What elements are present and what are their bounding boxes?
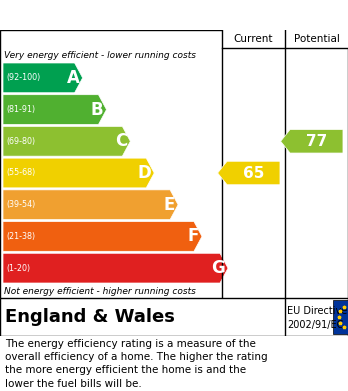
Text: Current: Current bbox=[234, 34, 273, 44]
Text: (55-68): (55-68) bbox=[6, 169, 35, 178]
Text: 2002/91/EC: 2002/91/EC bbox=[287, 320, 343, 330]
Text: 65: 65 bbox=[243, 165, 264, 181]
Text: B: B bbox=[91, 100, 103, 118]
Text: (81-91): (81-91) bbox=[6, 105, 35, 114]
Text: EU Directive: EU Directive bbox=[287, 306, 347, 316]
Text: Potential: Potential bbox=[294, 34, 339, 44]
Text: England & Wales: England & Wales bbox=[5, 308, 175, 326]
Polygon shape bbox=[3, 95, 106, 124]
Polygon shape bbox=[3, 222, 202, 251]
Text: (92-100): (92-100) bbox=[6, 74, 40, 83]
Text: F: F bbox=[188, 228, 199, 246]
Polygon shape bbox=[3, 126, 130, 156]
Polygon shape bbox=[3, 63, 82, 93]
Text: (1-20): (1-20) bbox=[6, 264, 30, 273]
Polygon shape bbox=[3, 158, 154, 188]
Text: (39-54): (39-54) bbox=[6, 200, 35, 209]
Text: (21-38): (21-38) bbox=[6, 232, 35, 241]
Text: Energy Efficiency Rating: Energy Efficiency Rating bbox=[10, 7, 220, 23]
Bar bbox=[333, 300, 348, 334]
Bar bbox=[222, 30, 348, 48]
Text: Not energy efficient - higher running costs: Not energy efficient - higher running co… bbox=[4, 287, 196, 296]
Polygon shape bbox=[280, 129, 343, 153]
Text: D: D bbox=[137, 164, 151, 182]
Text: The energy efficiency rating is a measure of the
overall efficiency of a home. T: The energy efficiency rating is a measur… bbox=[5, 339, 268, 389]
Text: (69-80): (69-80) bbox=[6, 137, 35, 146]
Polygon shape bbox=[3, 190, 178, 220]
Polygon shape bbox=[3, 253, 228, 283]
Text: A: A bbox=[67, 69, 80, 87]
Text: E: E bbox=[164, 196, 175, 214]
Text: G: G bbox=[211, 259, 225, 277]
Text: Very energy efficient - lower running costs: Very energy efficient - lower running co… bbox=[4, 50, 196, 59]
Text: 77: 77 bbox=[306, 134, 327, 149]
Text: C: C bbox=[115, 132, 127, 150]
Polygon shape bbox=[218, 161, 280, 185]
